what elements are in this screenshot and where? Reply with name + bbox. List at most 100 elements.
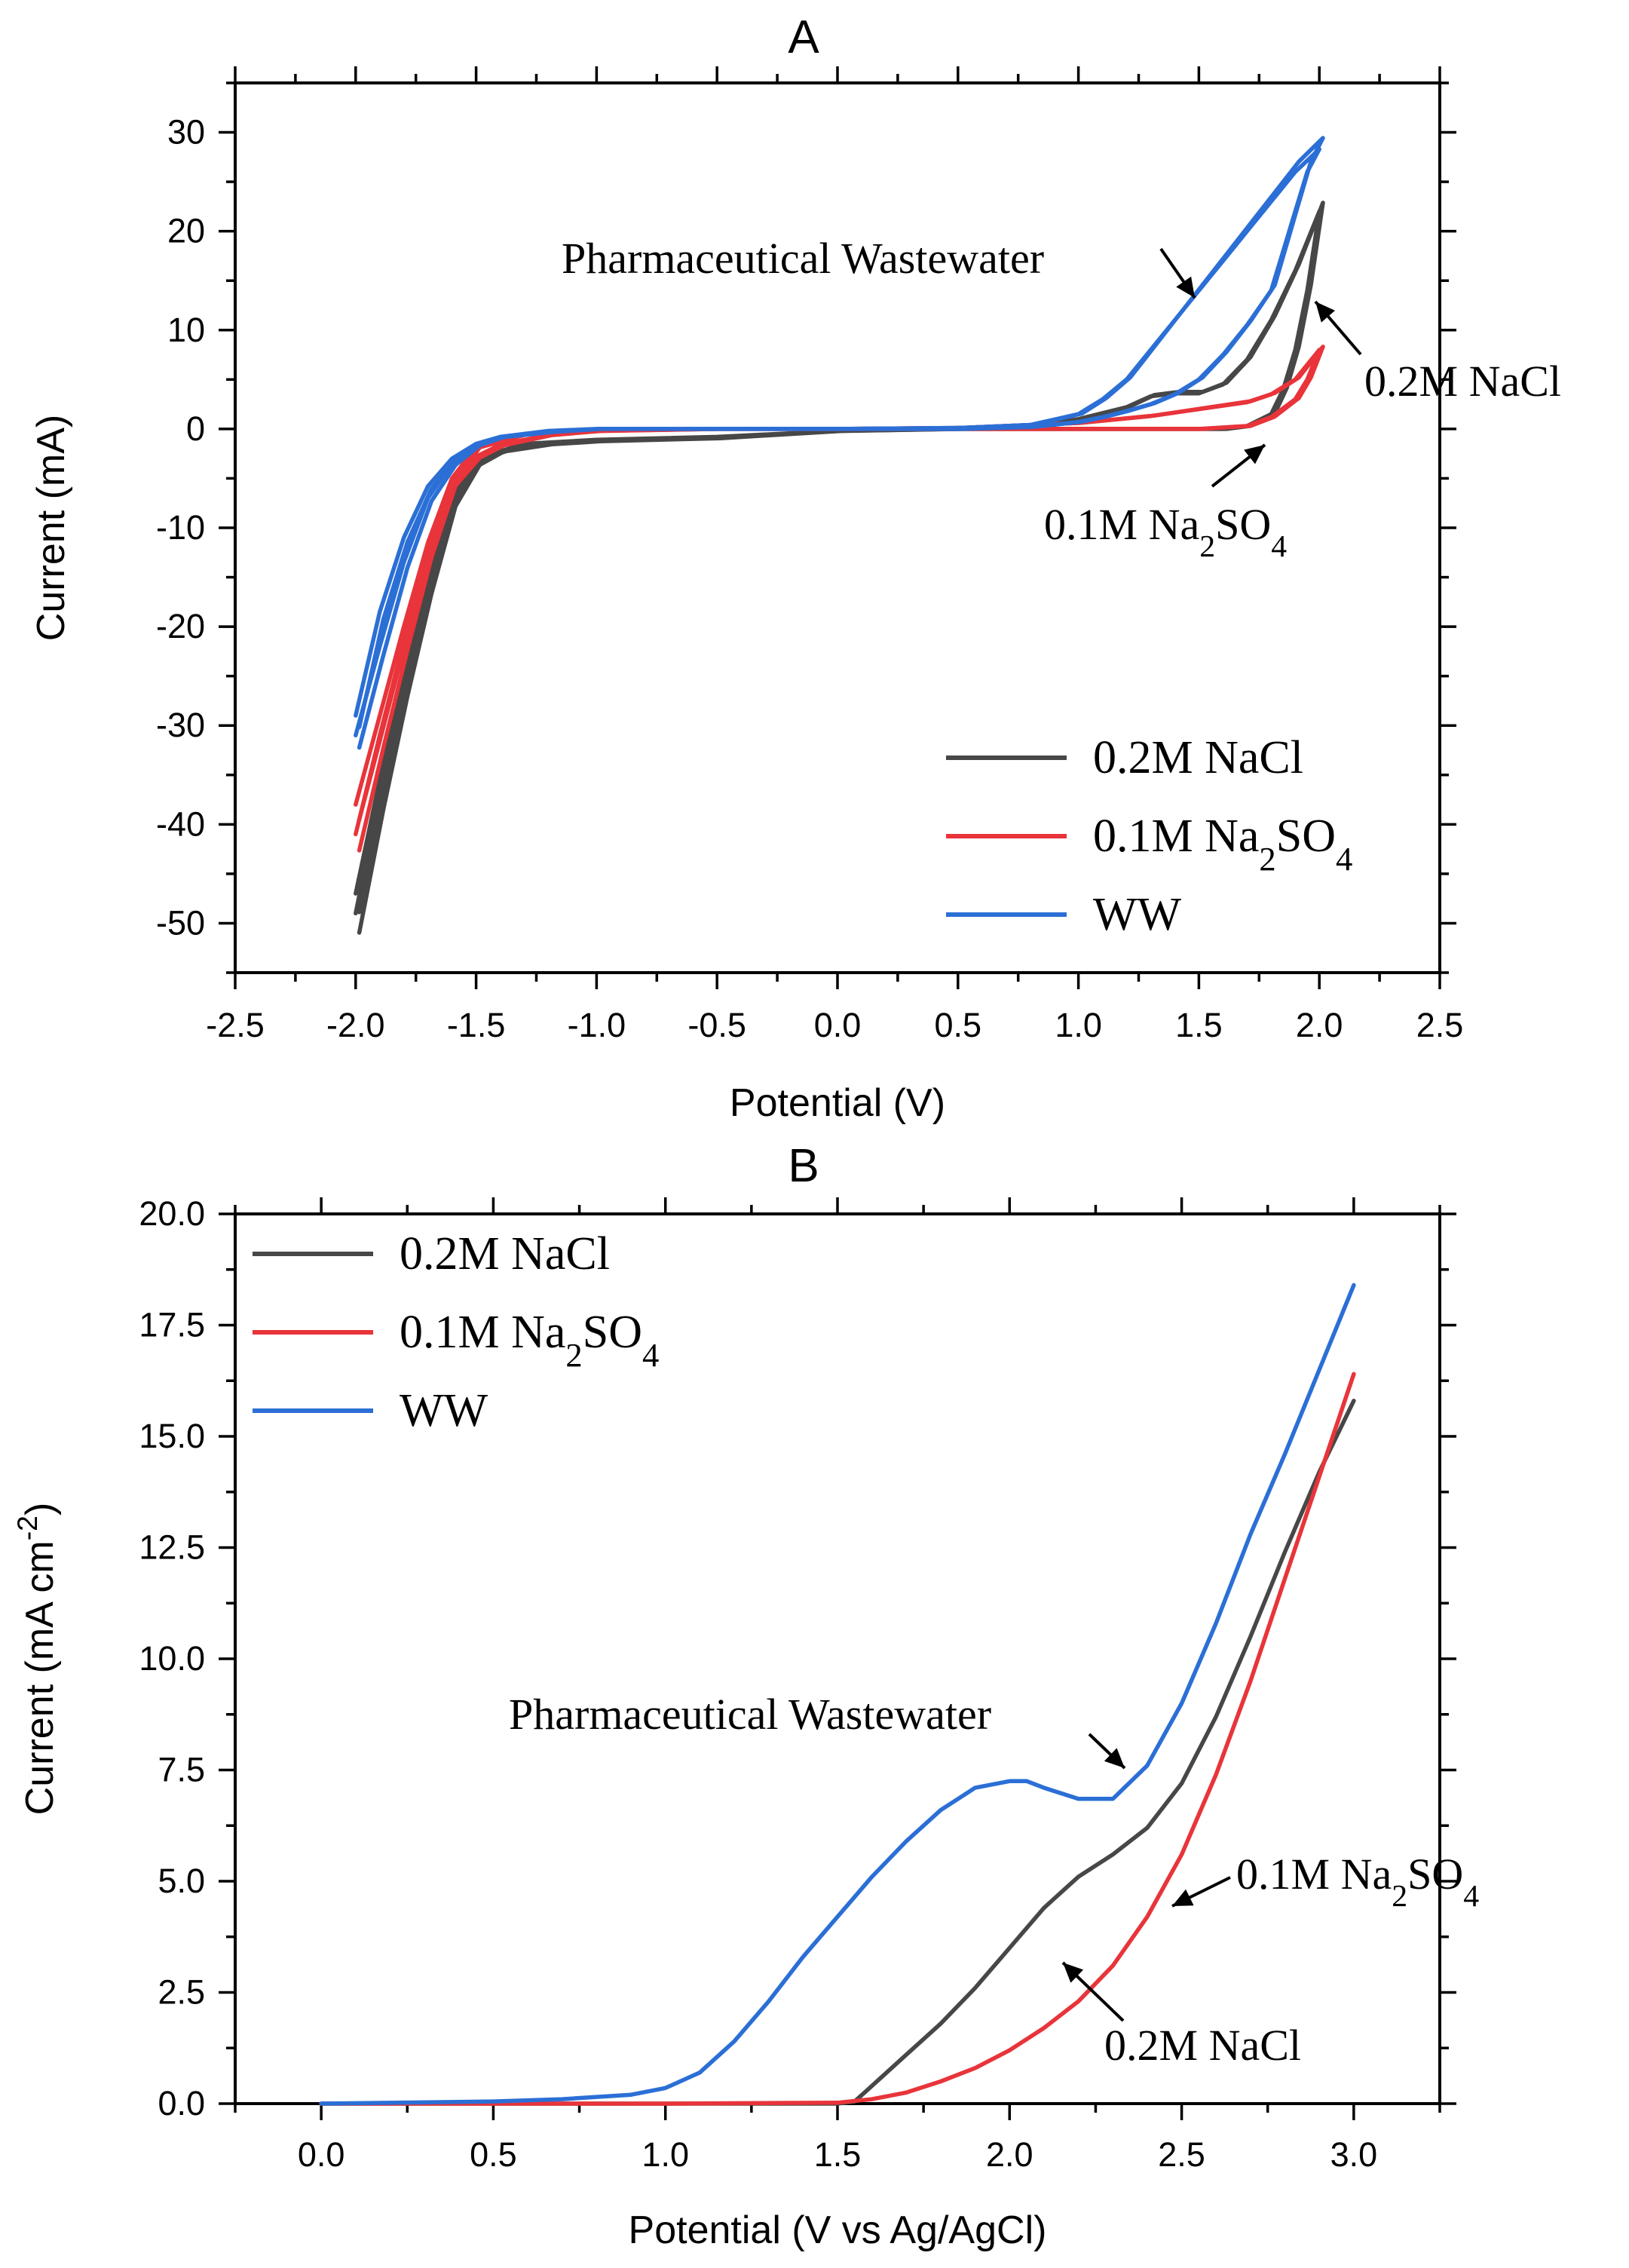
series-2 (319, 1283, 1356, 2106)
legend-label: 0.1M Na2SO4 (400, 1307, 659, 1374)
x-tick-label: -1.0 (568, 1006, 626, 1044)
annotation-arrowhead (1176, 276, 1195, 298)
na2so4-annotation-part: SO (1215, 500, 1271, 549)
y-tick-label: 10.0 (139, 1639, 205, 1678)
pharma-ww-annotation: Pharmaceutical Wastewater (562, 234, 1044, 283)
y-tick-label: 0.0 (158, 2084, 205, 2122)
y-tick-label: 10 (167, 311, 205, 349)
nacl-annotation-part: 0.2M NaCl (1364, 357, 1561, 406)
y-axis-label-part: -2 (11, 1516, 43, 1540)
y-tick-label: 30 (167, 113, 205, 152)
series-line-0.2M-NaCl (319, 1399, 1356, 2106)
panel-A: A -2.5 -2.0 -1.5 -1.0 -0.5 0.0 0.5 1.0 1.5 2.0 2.5 -… (29, 11, 1561, 1125)
na2so4-annotation-b: 0.1M Na2SO4 (1236, 1850, 1479, 1914)
na2so4-annotation-b-part: 2 (1392, 1879, 1407, 1914)
y-tick-label: 5.0 (158, 1862, 205, 1900)
legend-label: 0.2M NaCl (1093, 732, 1303, 783)
y-tick-label: 12.5 (139, 1528, 205, 1567)
legend-label-part: 4 (1336, 840, 1352, 878)
y-tick-label: 17.5 (139, 1306, 205, 1344)
x-tick-label: 2.5 (1416, 1006, 1464, 1044)
y-tick-label: 0 (186, 409, 205, 448)
x-tick-label: 2.5 (1158, 2135, 1205, 2174)
pharma-ww-annotation-b-part: Pharmaceutical Wastewater (509, 1690, 991, 1739)
legend-label-part: WW (1093, 889, 1182, 940)
pharma-ww-annotation-part: Pharmaceutical Wastewater (562, 234, 1044, 283)
legend-label-part: 2 (565, 1336, 582, 1374)
x-tick-label: 2.0 (986, 2135, 1033, 2174)
y-tick-label: 15.0 (139, 1417, 205, 1455)
na2so4-annotation-part: 4 (1271, 529, 1287, 564)
y-tick-label: -50 (156, 903, 205, 942)
na2so4-annotation-b-part: 0.1M Na (1236, 1850, 1392, 1899)
series-line-0.2M-NaCl (357, 201, 1325, 935)
y-tick-label: 20.0 (139, 1194, 205, 1233)
x-tick-label: -2.5 (206, 1006, 265, 1044)
series-0 (354, 201, 1325, 935)
y-tick-label: -30 (156, 706, 205, 744)
legend-label-part: SO (1276, 811, 1336, 862)
series-1 (319, 1372, 1356, 2106)
series-0 (319, 1399, 1356, 2106)
y-tick-label: -20 (156, 607, 205, 645)
legend-label: 0.1M Na2SO4 (1093, 811, 1352, 878)
panel-B: B 0.0 0.5 1.0 1.5 2.0 2.5 3.0 0.0 2.5 5.0 7.5 10.0 12… (11, 1140, 1479, 2252)
legend-label-part: 2 (1259, 840, 1275, 878)
y-tick-label: -10 (156, 508, 205, 547)
y-axis-label-part: Current (mA cm (18, 1540, 62, 1815)
series-line-WW (319, 1283, 1356, 2106)
x-axis-label: Potential (V) (730, 1081, 945, 1125)
series-line-WW (357, 136, 1325, 750)
annotation-arrowhead (1172, 1889, 1194, 1906)
x-tick-label: 0.5 (935, 1006, 982, 1044)
x-tick-label: 2.0 (1296, 1006, 1343, 1044)
annotation-arrowhead (1244, 445, 1265, 464)
legend-label-part: 4 (642, 1336, 659, 1374)
legend-label-part: 0.2M NaCl (400, 1228, 610, 1280)
x-tick-label: 1.5 (814, 2135, 862, 2174)
legend-label: WW (1093, 889, 1182, 940)
x-tick-label: 1.0 (641, 2135, 689, 2174)
annotation-arrowhead (1104, 1748, 1125, 1768)
panel-title: A (788, 11, 819, 63)
series-line-0.2M-NaCl (354, 209, 1321, 916)
y-axis-label: Current (mA) (29, 415, 73, 641)
legend-label-part: 0.1M Na (1093, 811, 1259, 862)
legend-label-part: 0.1M Na (400, 1307, 565, 1358)
legend-label-part: WW (400, 1385, 488, 1436)
y-tick-label: 7.5 (158, 1751, 205, 1789)
x-tick-label: 0.0 (814, 1006, 862, 1044)
x-tick-label: -2.0 (326, 1006, 385, 1044)
legend-label-part: 0.2M NaCl (1093, 732, 1303, 783)
y-tick-label: -40 (156, 805, 205, 843)
series-line-0.1M-Na2SO4 (319, 1372, 1356, 2106)
x-tick-label: 1.5 (1175, 1006, 1223, 1044)
na2so4-annotation: 0.1M Na2SO4 (1044, 500, 1287, 564)
x-tick-label: 0.0 (298, 2135, 345, 2174)
legend-label-part: SO (583, 1307, 642, 1358)
nacl-annotation: 0.2M NaCl (1364, 357, 1561, 406)
pharma-ww-annotation-b: Pharmaceutical Wastewater (509, 1690, 991, 1739)
panel-title: B (788, 1140, 819, 1192)
na2so4-annotation-b-part: 4 (1463, 1879, 1479, 1914)
x-tick-label: 1.0 (1055, 1006, 1102, 1044)
y-tick-label: 20 (167, 212, 205, 250)
x-tick-label: 0.5 (470, 2135, 517, 2174)
x-tick-label: -1.5 (447, 1006, 506, 1044)
annotation-arrowhead (1315, 302, 1335, 323)
y-axis-label: Current (mA cm-2) (11, 1503, 62, 1816)
legend-label: 0.2M NaCl (400, 1228, 610, 1280)
nacl-annotation-b-part: 0.2M NaCl (1104, 2021, 1301, 2070)
na2so4-annotation-b-part: SO (1407, 1850, 1463, 1899)
nacl-annotation-b: 0.2M NaCl (1104, 2021, 1301, 2070)
y-axis-label-part: ) (18, 1503, 62, 1516)
x-tick-label: 3.0 (1330, 2135, 1378, 2174)
x-axis-label: Potential (V vs Ag/AgCl) (629, 2208, 1047, 2252)
y-tick-label: 2.5 (158, 1973, 205, 2012)
annotation-arrowhead (1063, 1963, 1084, 1983)
na2so4-annotation-part: 0.1M Na (1044, 500, 1199, 549)
na2so4-annotation-part: 2 (1199, 529, 1215, 564)
series-2 (354, 136, 1325, 750)
x-tick-label: -0.5 (687, 1006, 746, 1044)
